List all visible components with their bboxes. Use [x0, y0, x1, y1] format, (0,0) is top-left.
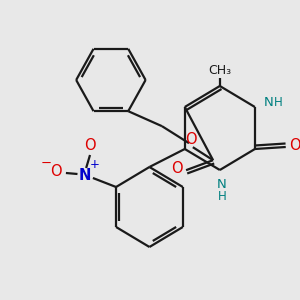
Text: O: O — [171, 161, 182, 176]
Text: CH₃: CH₃ — [208, 64, 231, 76]
Text: O: O — [185, 132, 197, 147]
Text: O: O — [50, 164, 62, 179]
Text: O: O — [84, 139, 96, 154]
Text: N: N — [217, 178, 226, 190]
Text: +: + — [90, 158, 100, 172]
Text: −: − — [41, 157, 52, 169]
Text: N: N — [79, 167, 92, 182]
Text: H: H — [274, 97, 282, 110]
Text: H: H — [218, 190, 226, 202]
Text: N: N — [263, 97, 273, 110]
Text: O: O — [290, 137, 300, 152]
